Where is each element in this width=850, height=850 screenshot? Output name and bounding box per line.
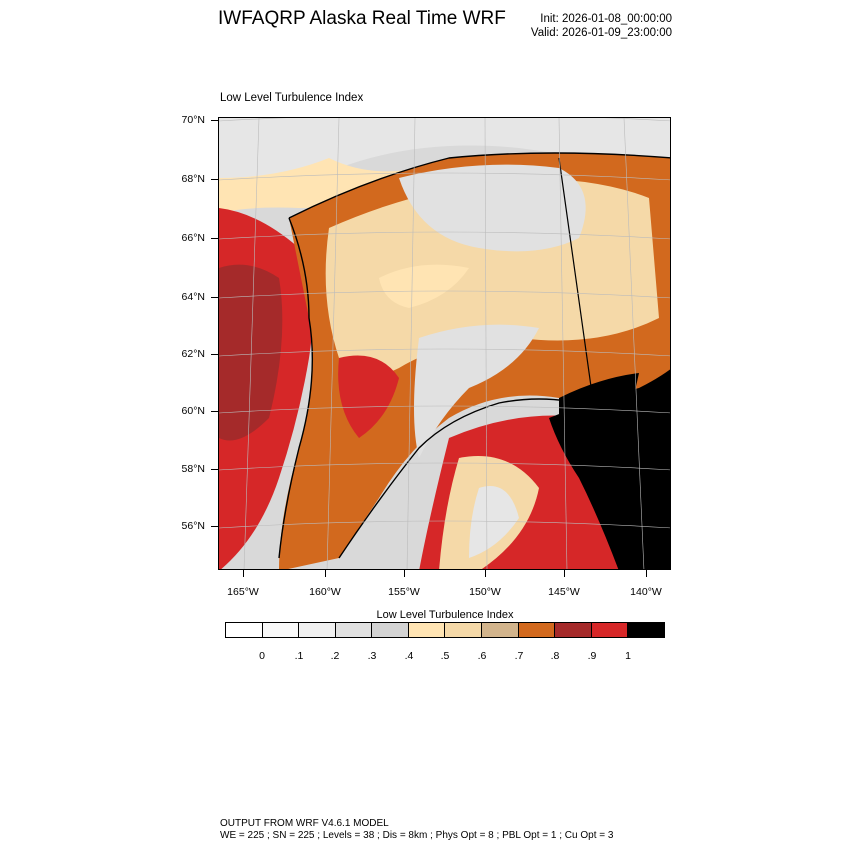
colorbar-tick-label: .6 [477,650,487,662]
colorbar-tick-label: .3 [367,650,377,662]
gulf-lightest-area [469,486,519,558]
colorbar-tick-label: .4 [404,650,414,662]
plot-title: Low Level Turbulence Index [220,92,364,104]
colorbar [225,622,665,638]
colorbar-swatch-2 [299,623,336,637]
colorbar-swatch-0 [226,623,263,637]
colorbar-tick-label: .2 [330,650,340,662]
lat-tick [211,120,218,121]
colorbar-title: Low Level Turbulence Index [376,609,514,621]
lat-label-68n: 68°N [181,173,205,185]
valid-time: Valid: 2026-01-09_23:00:00 [530,27,672,39]
alaska-range-area [414,324,539,458]
colorbar-tick-label: 0 [259,650,265,662]
lat-tick [211,297,218,298]
lon-label-150w: 150°W [469,586,501,598]
lat-label-58n: 58°N [181,463,205,475]
colorbar-swatch-7 [482,623,519,637]
central-band [379,264,469,308]
lat-label-66n: 66°N [181,232,205,244]
lat-tick [211,469,218,470]
lon-tick [564,570,565,577]
turbulence-map [218,117,671,570]
colorbar-tick-label: .7 [514,650,524,662]
footer-line-model: OUTPUT FROM WRF V4.6.1 MODEL [220,818,389,829]
lon-tick [485,570,486,577]
footer-line-config: WE = 225 ; SN = 225 ; Levels = 38 ; Dis … [220,830,614,841]
lat-tick [211,238,218,239]
colorbar-tick-label: .5 [440,650,450,662]
lat-label-64n: 64°N [181,291,205,303]
colorbar-swatch-3 [335,623,373,637]
colorbar-swatch-4 [372,623,409,637]
colorbar-swatch-5 [408,623,446,637]
lat-label-62n: 62°N [181,348,205,360]
lon-tick [646,570,647,577]
lon-label-145w: 145°W [548,586,580,598]
colorbar-tick-label: .9 [587,650,597,662]
colorbar-swatch-1 [262,623,300,637]
lon-label-165w: 165°W [227,586,259,598]
lon-tick [243,570,244,577]
colorbar-swatch-10 [591,623,629,637]
lat-label-56n: 56°N [181,520,205,532]
colorbar-swatch-6 [445,623,483,637]
lon-label-155w: 155°W [388,586,420,598]
colorbar-tick-label: 1 [625,650,631,662]
run-time-info: Init: 2026-01-08_00:00:00 Valid: 2026-01… [500,12,672,40]
lat-label-60n: 60°N [181,405,205,417]
lat-tick [211,354,218,355]
graticule [219,118,670,569]
arctic-ocean-area [219,118,670,188]
lon-tick [404,570,405,577]
lon-tick [325,570,326,577]
main-title: IWFAQRP Alaska Real Time WRF [218,8,506,29]
lat-label-70n: 70°N [181,114,205,126]
north-coastline [288,152,670,219]
colorbar-tick-label: .1 [294,650,304,662]
west-coastline [278,217,314,559]
colorbar-swatch-11 [628,623,664,637]
colorbar-swatch-9 [555,623,592,637]
colorbar-swatch-8 [518,623,556,637]
model-footer: OUTPUT FROM WRF V4.6.1 MODEL WE = 225 ; … [220,818,613,842]
western-darker-area [219,264,283,441]
canada-border [558,157,595,409]
lat-tick [211,179,218,180]
south-coastline [338,398,670,559]
brooks-range-area [399,164,586,252]
map-canvas [219,118,670,569]
colorbar-tick-label: .8 [550,650,560,662]
lon-label-140w: 140°W [630,586,662,598]
init-time: Init: 2026-01-08_00:00:00 [540,13,672,25]
lon-label-160w: 160°W [309,586,341,598]
lat-tick [211,411,218,412]
yukon-delta-area [338,355,399,438]
lat-tick [211,526,218,527]
